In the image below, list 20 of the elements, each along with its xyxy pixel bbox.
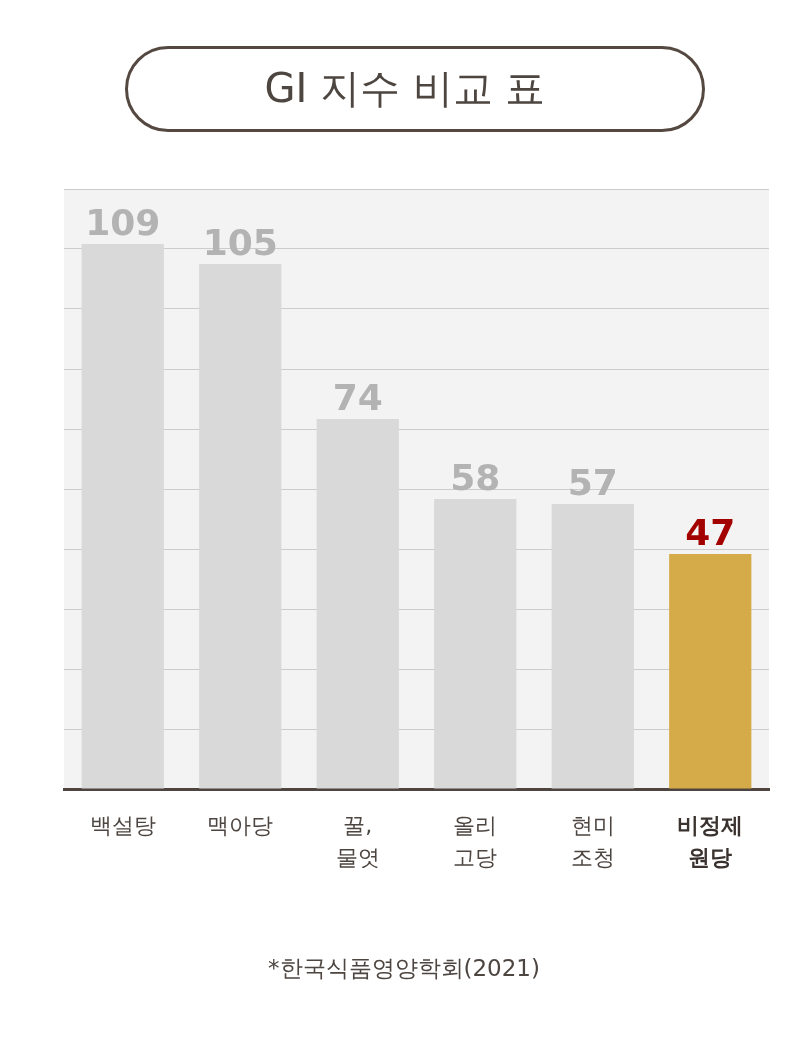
x-tick-label: 백설탕 — [89, 812, 156, 838]
text: *한국식품영양학회(2021) — [268, 955, 540, 981]
data-label: 57 — [567, 462, 618, 503]
bar — [81, 244, 164, 789]
data-label: 109 — [85, 202, 161, 243]
x-tick-label: 현미조청 — [570, 812, 615, 870]
bar — [199, 264, 282, 789]
bar — [316, 419, 399, 789]
x-tick-label: 맥아당 — [207, 812, 274, 838]
data-label: 74 — [332, 377, 383, 418]
bar — [434, 499, 517, 789]
data-label: 105 — [202, 222, 278, 263]
data-label: 47 — [685, 512, 736, 553]
bar — [669, 554, 752, 789]
x-tick-label: 올리고당 — [453, 812, 498, 870]
data-label: 58 — [450, 457, 501, 498]
x-tick-label: 비정제원당 — [677, 812, 744, 870]
x-tick-label: 꿀, 물엿 — [335, 812, 380, 870]
bar — [551, 504, 634, 789]
chart-title: GI 지수 비교 표 — [264, 65, 546, 111]
